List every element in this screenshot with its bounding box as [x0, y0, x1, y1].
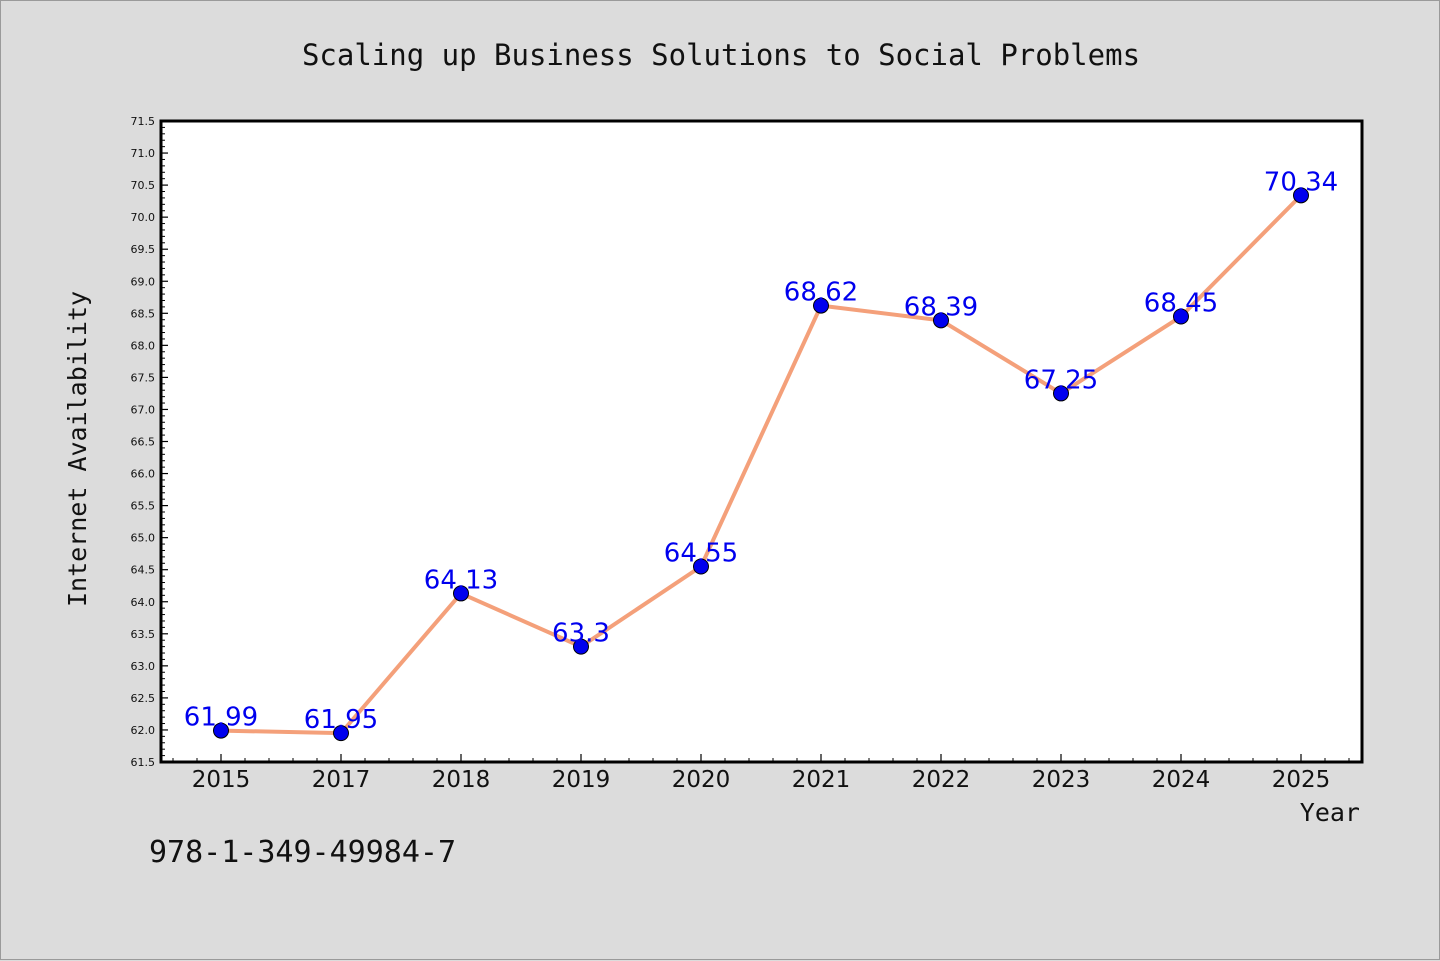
data-label: 70.34: [1264, 167, 1338, 197]
x-tick-label: 2021: [792, 767, 851, 793]
data-point: [1293, 187, 1309, 204]
y-tick-label: 65.5: [131, 500, 156, 513]
y-axis: 61.5 62.0 62.5 63.0 63.5 64.0 64.5 65.0 65.5 66.0…: [131, 115, 168, 769]
y-tick-label: 64.0: [131, 596, 156, 609]
x-axis-label: Year: [1300, 798, 1360, 827]
y-axis-label: Internet Availability: [63, 291, 92, 607]
plot-area: [159, 119, 1364, 764]
y-tick-label: 63.5: [131, 628, 156, 641]
y-tick-label: 64.5: [131, 564, 156, 577]
data-point: [1173, 308, 1189, 325]
y-tick-label: 71.0: [131, 147, 156, 160]
x-tick-label: 2025: [1272, 767, 1331, 793]
data-point: [693, 558, 709, 575]
data-point: [333, 725, 349, 742]
y-tick-label: 67.5: [131, 371, 156, 384]
y-tick-label: 61.5: [131, 756, 156, 769]
data-label: 68.39: [904, 292, 978, 322]
data-point: [573, 638, 589, 655]
data-label: 68.45: [1144, 289, 1218, 319]
y-tick-label: 70.0: [131, 211, 156, 224]
x-tick-label: 2024: [1152, 767, 1211, 793]
chart-title: Scaling up Business Solutions to Social …: [302, 38, 1140, 72]
series-line: [220, 193, 1303, 736]
y-tick-label: 66.0: [131, 468, 156, 481]
y-tick-label: 71.5: [131, 115, 156, 128]
data-label: 61.95: [304, 705, 378, 735]
data-point: [933, 312, 949, 329]
y-tick-label: 67.0: [131, 403, 156, 416]
data-label: 61.99: [184, 703, 258, 733]
data-label: 64.13: [424, 565, 498, 595]
y-tick-label: 68.5: [131, 307, 156, 320]
y-tick-label: 66.5: [131, 436, 156, 449]
x-tick-label: 2020: [672, 767, 731, 793]
data-label: 63.3: [552, 619, 610, 649]
data-point: [213, 722, 229, 739]
y-tick-label: 62.0: [131, 724, 156, 737]
data-point: [813, 297, 829, 314]
data-point: [453, 585, 469, 602]
data-label: 64.55: [664, 538, 738, 568]
x-tick-label: 2022: [912, 767, 971, 793]
data-point: [1053, 385, 1069, 402]
x-tick-label: 2017: [312, 767, 371, 793]
data-label: 67.25: [1024, 365, 1098, 395]
y-tick-label: 69.5: [131, 243, 156, 256]
y-tick-label: 69.0: [131, 275, 156, 288]
y-tick-label: 65.0: [131, 532, 156, 545]
x-axis: 2015 2017 2018 2019 2020 2021 2022 2023 2024 2025: [172, 754, 1350, 793]
x-tick-label: 2018: [432, 767, 491, 793]
x-tick-label: 2023: [1032, 767, 1091, 793]
x-tick-label: 2019: [552, 767, 611, 793]
series-layer: 61.99 61.95 64.13 63.3 64.55 68.62 68.39 67.25 6…: [184, 167, 1338, 742]
x-tick-label: 2015: [192, 767, 251, 793]
isbn-text: 978-1-349-49984-7: [149, 835, 457, 870]
data-label: 68.62: [784, 278, 858, 308]
y-tick-label: 63.0: [131, 660, 156, 673]
y-tick-label: 68.0: [131, 339, 156, 352]
y-tick-label: 62.5: [131, 692, 156, 705]
y-tick-label: 70.5: [131, 179, 156, 192]
